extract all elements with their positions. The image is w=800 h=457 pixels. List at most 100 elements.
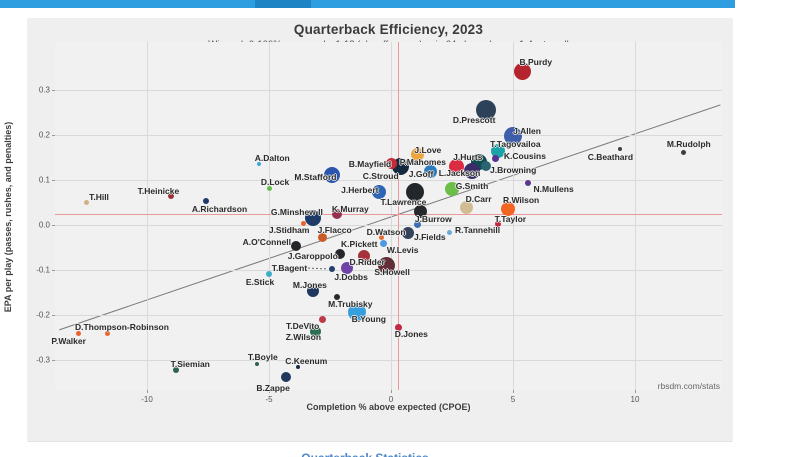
- y-gridline: [55, 315, 722, 316]
- qb-label: M.Stafford: [294, 172, 337, 183]
- qb-label: J.Love: [414, 144, 442, 155]
- y-axis-title: EPA per play (passes, rushes, and penalt…: [3, 121, 13, 313]
- y-gridline: [55, 225, 722, 226]
- qb-label: A.O'Connell: [242, 237, 291, 248]
- qb-point: [76, 330, 82, 336]
- y-tick-mark: [52, 135, 55, 136]
- qb-point: [413, 204, 427, 218]
- qb-label: D.Prescott: [452, 114, 496, 125]
- qb-label: D.Carr: [465, 193, 492, 204]
- qb-label: T.DeVito: [285, 320, 320, 331]
- qb-label: T.Tagovailoa: [490, 139, 541, 150]
- qb-label: J.Stidham: [268, 225, 310, 236]
- y-gridline: [55, 90, 722, 91]
- qb-label: B.Young: [351, 313, 386, 324]
- qb-point: [501, 201, 516, 216]
- y-tick-mark: [52, 180, 55, 181]
- qb-label: T.Lawrence: [380, 197, 427, 208]
- qb-point: [514, 62, 532, 80]
- qb-point: [394, 323, 402, 331]
- qb-label: J.Burrow: [414, 214, 452, 225]
- qb-label: D.Lock: [260, 177, 290, 188]
- y-tick-label: -0.1: [36, 265, 50, 275]
- y-tick-mark: [52, 270, 55, 271]
- qb-label: C.Beathard: [587, 151, 634, 162]
- x-axis-title: Completion % above expected (CPOE): [306, 402, 471, 412]
- qb-point: [306, 285, 319, 298]
- qb-point: [618, 146, 623, 151]
- qb-point: [168, 193, 175, 200]
- y-gridline: [55, 180, 722, 181]
- qb-point: [491, 144, 506, 159]
- qb-label: G.Minshew II: [270, 206, 323, 217]
- qb-point: [290, 241, 301, 252]
- qb-label: T.Boyle: [247, 352, 278, 363]
- qb-label: P.Mahomes: [399, 157, 446, 168]
- qb-label: D.Jones: [394, 329, 428, 340]
- qb-label: B.Purdy: [519, 57, 553, 68]
- qb-point: [329, 266, 336, 273]
- qb-label: K.Cousins: [503, 150, 546, 161]
- trend-lines-layer: [58, 104, 721, 331]
- qb-point: [504, 126, 522, 145]
- qb-label: B.Mayfield: [348, 158, 392, 169]
- qb-label: R.Tannehill: [454, 225, 501, 236]
- x-gridline: [635, 42, 636, 390]
- qb-point: [266, 185, 272, 191]
- qb-point: [300, 220, 306, 226]
- qb-point: [296, 365, 301, 370]
- x-gridline: [513, 42, 514, 390]
- qb-label: J.Garoppolo: [287, 250, 338, 261]
- qb-point: [414, 220, 422, 228]
- qb-point: [406, 183, 425, 202]
- qb-point: [254, 362, 259, 367]
- qb-point: [411, 148, 425, 162]
- y-tick-label: -0.3: [36, 355, 50, 365]
- qb-point: [481, 161, 492, 172]
- qb-label: K.Pickett: [341, 239, 378, 250]
- x-tick-mark: [635, 390, 636, 393]
- qb-point: [318, 232, 328, 242]
- plot-area: -10 -5 0 5 10 0.3 0.2 0.1 0.0 -0.1 -0.2 -0.3 B.Purdy…: [36, 42, 722, 404]
- x-tick-label: -5: [265, 395, 273, 404]
- qb-point: [445, 182, 459, 196]
- qb-point: [524, 180, 531, 187]
- qb-point: [392, 158, 410, 176]
- y-tick-mark: [52, 315, 55, 316]
- qb-point: [378, 234, 384, 240]
- league-avg-cpoe-line: [398, 42, 400, 390]
- qb-label: A.Dalton: [254, 152, 290, 163]
- chart-title: Quarterback Efficiency, 2023: [293, 22, 484, 37]
- top-progress-bar-segment: [255, 0, 311, 8]
- top-progress-bar: [0, 0, 735, 8]
- qb-label: J.Browning: [490, 165, 537, 176]
- qb-point: [492, 155, 500, 163]
- y-tick-mark: [52, 90, 55, 91]
- regression-trend-line: [58, 104, 721, 331]
- qb-label: D.Ridder: [349, 257, 385, 268]
- qb-label: T.Taylor: [494, 214, 527, 225]
- qb-label: J.Herbert: [341, 185, 379, 196]
- qb-label: G.Smith: [455, 181, 489, 191]
- qb-label: M.Trubisky: [328, 299, 373, 309]
- qb-point: [334, 294, 341, 300]
- qb-label: Z.Wilson: [285, 332, 322, 343]
- y-tick-mark: [52, 225, 55, 226]
- qb-label: T.Heinicke: [137, 186, 180, 197]
- x-tick-mark: [269, 390, 270, 393]
- x-tick-label: -10: [141, 395, 153, 404]
- qb-label: J.Hurts: [453, 152, 483, 162]
- qb-label: E.Stick: [245, 277, 275, 288]
- x-tick-mark: [147, 390, 148, 393]
- x-gridline: [269, 42, 270, 390]
- qb-point: [463, 163, 480, 179]
- qb-label: J.Dobbs: [334, 272, 368, 283]
- y-tick-label: 0.2: [38, 130, 50, 140]
- qb-label: W.Levis: [386, 245, 419, 255]
- qb-point: [495, 221, 502, 228]
- qb-point: [341, 262, 354, 275]
- qb-point: [681, 149, 687, 155]
- footer-partial-link[interactable]: Quarterback Statistics: [0, 451, 730, 457]
- qb-label: J.Goff: [408, 169, 434, 179]
- qb-label: T.Siemian: [170, 358, 210, 369]
